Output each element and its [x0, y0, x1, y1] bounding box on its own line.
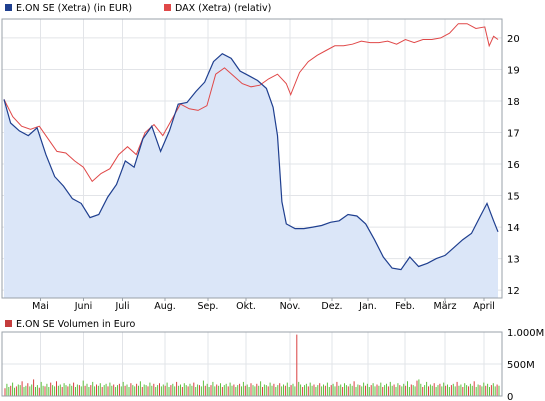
volume-y-tick-label: 1.000M	[507, 328, 544, 339]
volume-chart-y-axis: 0 500M 1.000M	[507, 328, 544, 401]
x-tick-label: Jan.	[358, 301, 377, 312]
legend-marker-volume	[5, 320, 12, 327]
y-tick-label: 20	[507, 34, 520, 45]
volume-chart-frame	[1, 331, 503, 397]
x-tick-label: Juli	[114, 301, 129, 312]
y-tick-label: 14	[507, 223, 520, 234]
y-tick-label: 16	[507, 160, 520, 171]
main-chart-frame	[1, 18, 503, 299]
main-chart-plot	[3, 23, 499, 299]
legend-label-volume: E.ON SE Volumen in Euro	[16, 319, 135, 330]
main-chart-y-axis: 12 13 14 15 16 17 18 19 20	[507, 34, 520, 297]
volume-y-tick-label: 500M	[507, 360, 535, 371]
y-tick-label: 19	[507, 65, 520, 76]
x-tick-label: Nov.	[280, 301, 301, 312]
y-tick-label: 12	[507, 286, 520, 297]
legend-marker-eon	[5, 4, 12, 11]
y-tick-label: 17	[507, 128, 520, 139]
y-tick-label: 13	[507, 255, 520, 266]
x-tick-label: Okt.	[236, 301, 256, 312]
series-eon-area	[4, 53, 498, 299]
x-tick-label: Dez.	[321, 301, 342, 312]
y-tick-label: 15	[507, 192, 520, 203]
x-tick-label: Aug.	[154, 301, 176, 312]
legend-marker-dax	[164, 4, 171, 11]
legend-label-dax: DAX (Xetra) (relativ)	[175, 3, 271, 14]
series-dax-line	[3, 23, 499, 183]
volume-chart-bars	[4, 334, 500, 396]
x-tick-label: Juni	[74, 301, 92, 312]
legend-label-eon: E.ON SE (Xetra) (in EUR)	[16, 3, 132, 14]
x-tick-label: März	[434, 301, 457, 312]
main-chart-x-axis: Mai Juni Juli Aug. Sep. Okt. Nov. Dez. Jan. Feb. M…	[32, 298, 495, 312]
y-tick-label: 18	[507, 97, 520, 108]
x-tick-label: Feb.	[395, 301, 415, 312]
volume-y-tick-label: 0	[507, 392, 513, 401]
series-eon-line	[3, 52, 499, 271]
x-tick-label: Sep.	[198, 301, 219, 312]
x-tick-label: Mai	[32, 301, 49, 312]
x-tick-label: April	[473, 301, 495, 312]
